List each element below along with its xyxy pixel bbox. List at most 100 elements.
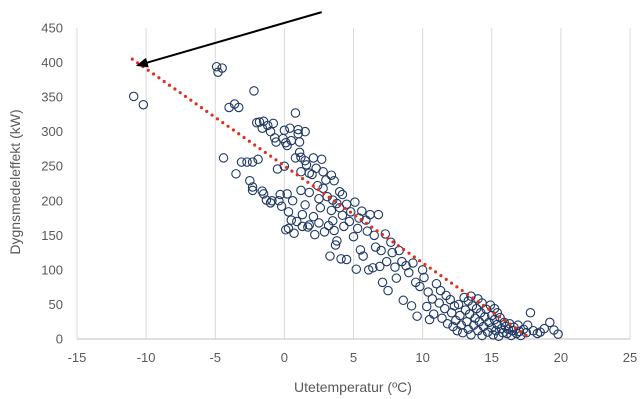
- data-point: [267, 196, 277, 206]
- data-point: [348, 231, 359, 242]
- data-point: [268, 118, 279, 129]
- data-point: [328, 216, 338, 226]
- x-tick-label: -5: [209, 350, 221, 365]
- data-point: [290, 108, 301, 118]
- x-tick-label: 20: [554, 350, 568, 365]
- data-point: [321, 175, 331, 185]
- arrow-line: [135, 11, 322, 68]
- data-point: [434, 298, 444, 308]
- data-point: [373, 209, 384, 220]
- data-point: [308, 153, 319, 163]
- data-point: [415, 281, 425, 292]
- x-tick-label: 5: [350, 350, 357, 365]
- data-point: [404, 267, 414, 278]
- data-point: [522, 320, 533, 330]
- data-point: [377, 277, 388, 288]
- data-point: [254, 117, 265, 127]
- data-point: [296, 185, 306, 196]
- data-point: [329, 175, 339, 186]
- data-point: [279, 125, 290, 136]
- data-point: [466, 330, 476, 340]
- x-tick-label: 25: [623, 350, 637, 365]
- data-point: [332, 236, 342, 246]
- data-point: [297, 221, 308, 232]
- x-tick-label: 0: [281, 350, 288, 365]
- data-point: [339, 221, 349, 232]
- data-point: [336, 254, 346, 264]
- data-point: [370, 242, 381, 252]
- y-tick-label: 200: [41, 193, 63, 208]
- data-point: [138, 99, 149, 110]
- data-point: [292, 216, 302, 227]
- data-point: [276, 201, 287, 212]
- data-point: [275, 189, 285, 200]
- data-point: [334, 187, 345, 197]
- data-point: [350, 197, 360, 207]
- y-tick-label: 0: [56, 332, 63, 347]
- data-point: [283, 223, 294, 234]
- data-point: [303, 222, 313, 232]
- data-point: [525, 307, 536, 318]
- data-point: [355, 245, 366, 255]
- data-point: [236, 157, 247, 167]
- data-point: [498, 328, 508, 338]
- x-tick-label: -15: [68, 350, 87, 365]
- data-point: [310, 229, 320, 240]
- data-point: [427, 294, 438, 304]
- data-point: [499, 317, 509, 328]
- data-point: [437, 313, 447, 324]
- data-point: [351, 264, 362, 274]
- data-point: [337, 189, 348, 200]
- data-point: [326, 170, 337, 180]
- y-tick-label: 250: [41, 159, 63, 174]
- data-point: [422, 301, 432, 312]
- data-point: [231, 169, 241, 179]
- data-point: [503, 324, 514, 335]
- data-point: [319, 227, 330, 237]
- y-tick-label: 100: [41, 262, 63, 277]
- data-point: [257, 123, 268, 133]
- data-point: [247, 157, 258, 167]
- data-point: [249, 86, 259, 96]
- data-point: [456, 320, 467, 330]
- data-point: [406, 301, 417, 311]
- y-tick-label: 400: [41, 55, 63, 70]
- data-point: [341, 254, 352, 265]
- data-point: [263, 120, 273, 131]
- data-point: [375, 261, 385, 272]
- data-point: [314, 193, 324, 204]
- y-tick-label: 450: [41, 21, 63, 36]
- data-point: [506, 330, 516, 341]
- data-point: [424, 314, 435, 325]
- data-points: [128, 61, 563, 341]
- data-point: [408, 258, 418, 268]
- data-point: [423, 287, 433, 297]
- data-point: [304, 220, 315, 230]
- data-point: [329, 225, 339, 236]
- data-point: [307, 169, 317, 180]
- data-point: [224, 102, 234, 113]
- data-point: [442, 319, 453, 329]
- data-point: [352, 223, 363, 234]
- data-point: [218, 153, 229, 163]
- data-point: [376, 245, 386, 256]
- data-point: [435, 285, 446, 296]
- data-point: [381, 256, 392, 267]
- data-point: [428, 309, 439, 319]
- data-point: [258, 189, 269, 199]
- data-point: [337, 210, 348, 221]
- y-tick-label: 50: [49, 297, 63, 312]
- y-axis-title: Dygnsmedeleffekt (kW): [7, 109, 23, 254]
- x-tick-label: -10: [137, 350, 156, 365]
- y-tick-label: 350: [41, 90, 63, 105]
- x-axis-title: Utetemperatur (ºC): [294, 379, 412, 395]
- x-tick-label: 10: [415, 350, 429, 365]
- data-point: [325, 251, 335, 261]
- data-point: [391, 273, 402, 283]
- data-point: [330, 240, 341, 250]
- data-point: [279, 161, 290, 171]
- data-point: [398, 295, 409, 306]
- data-point: [300, 200, 310, 210]
- grid-lines: [76, 28, 631, 340]
